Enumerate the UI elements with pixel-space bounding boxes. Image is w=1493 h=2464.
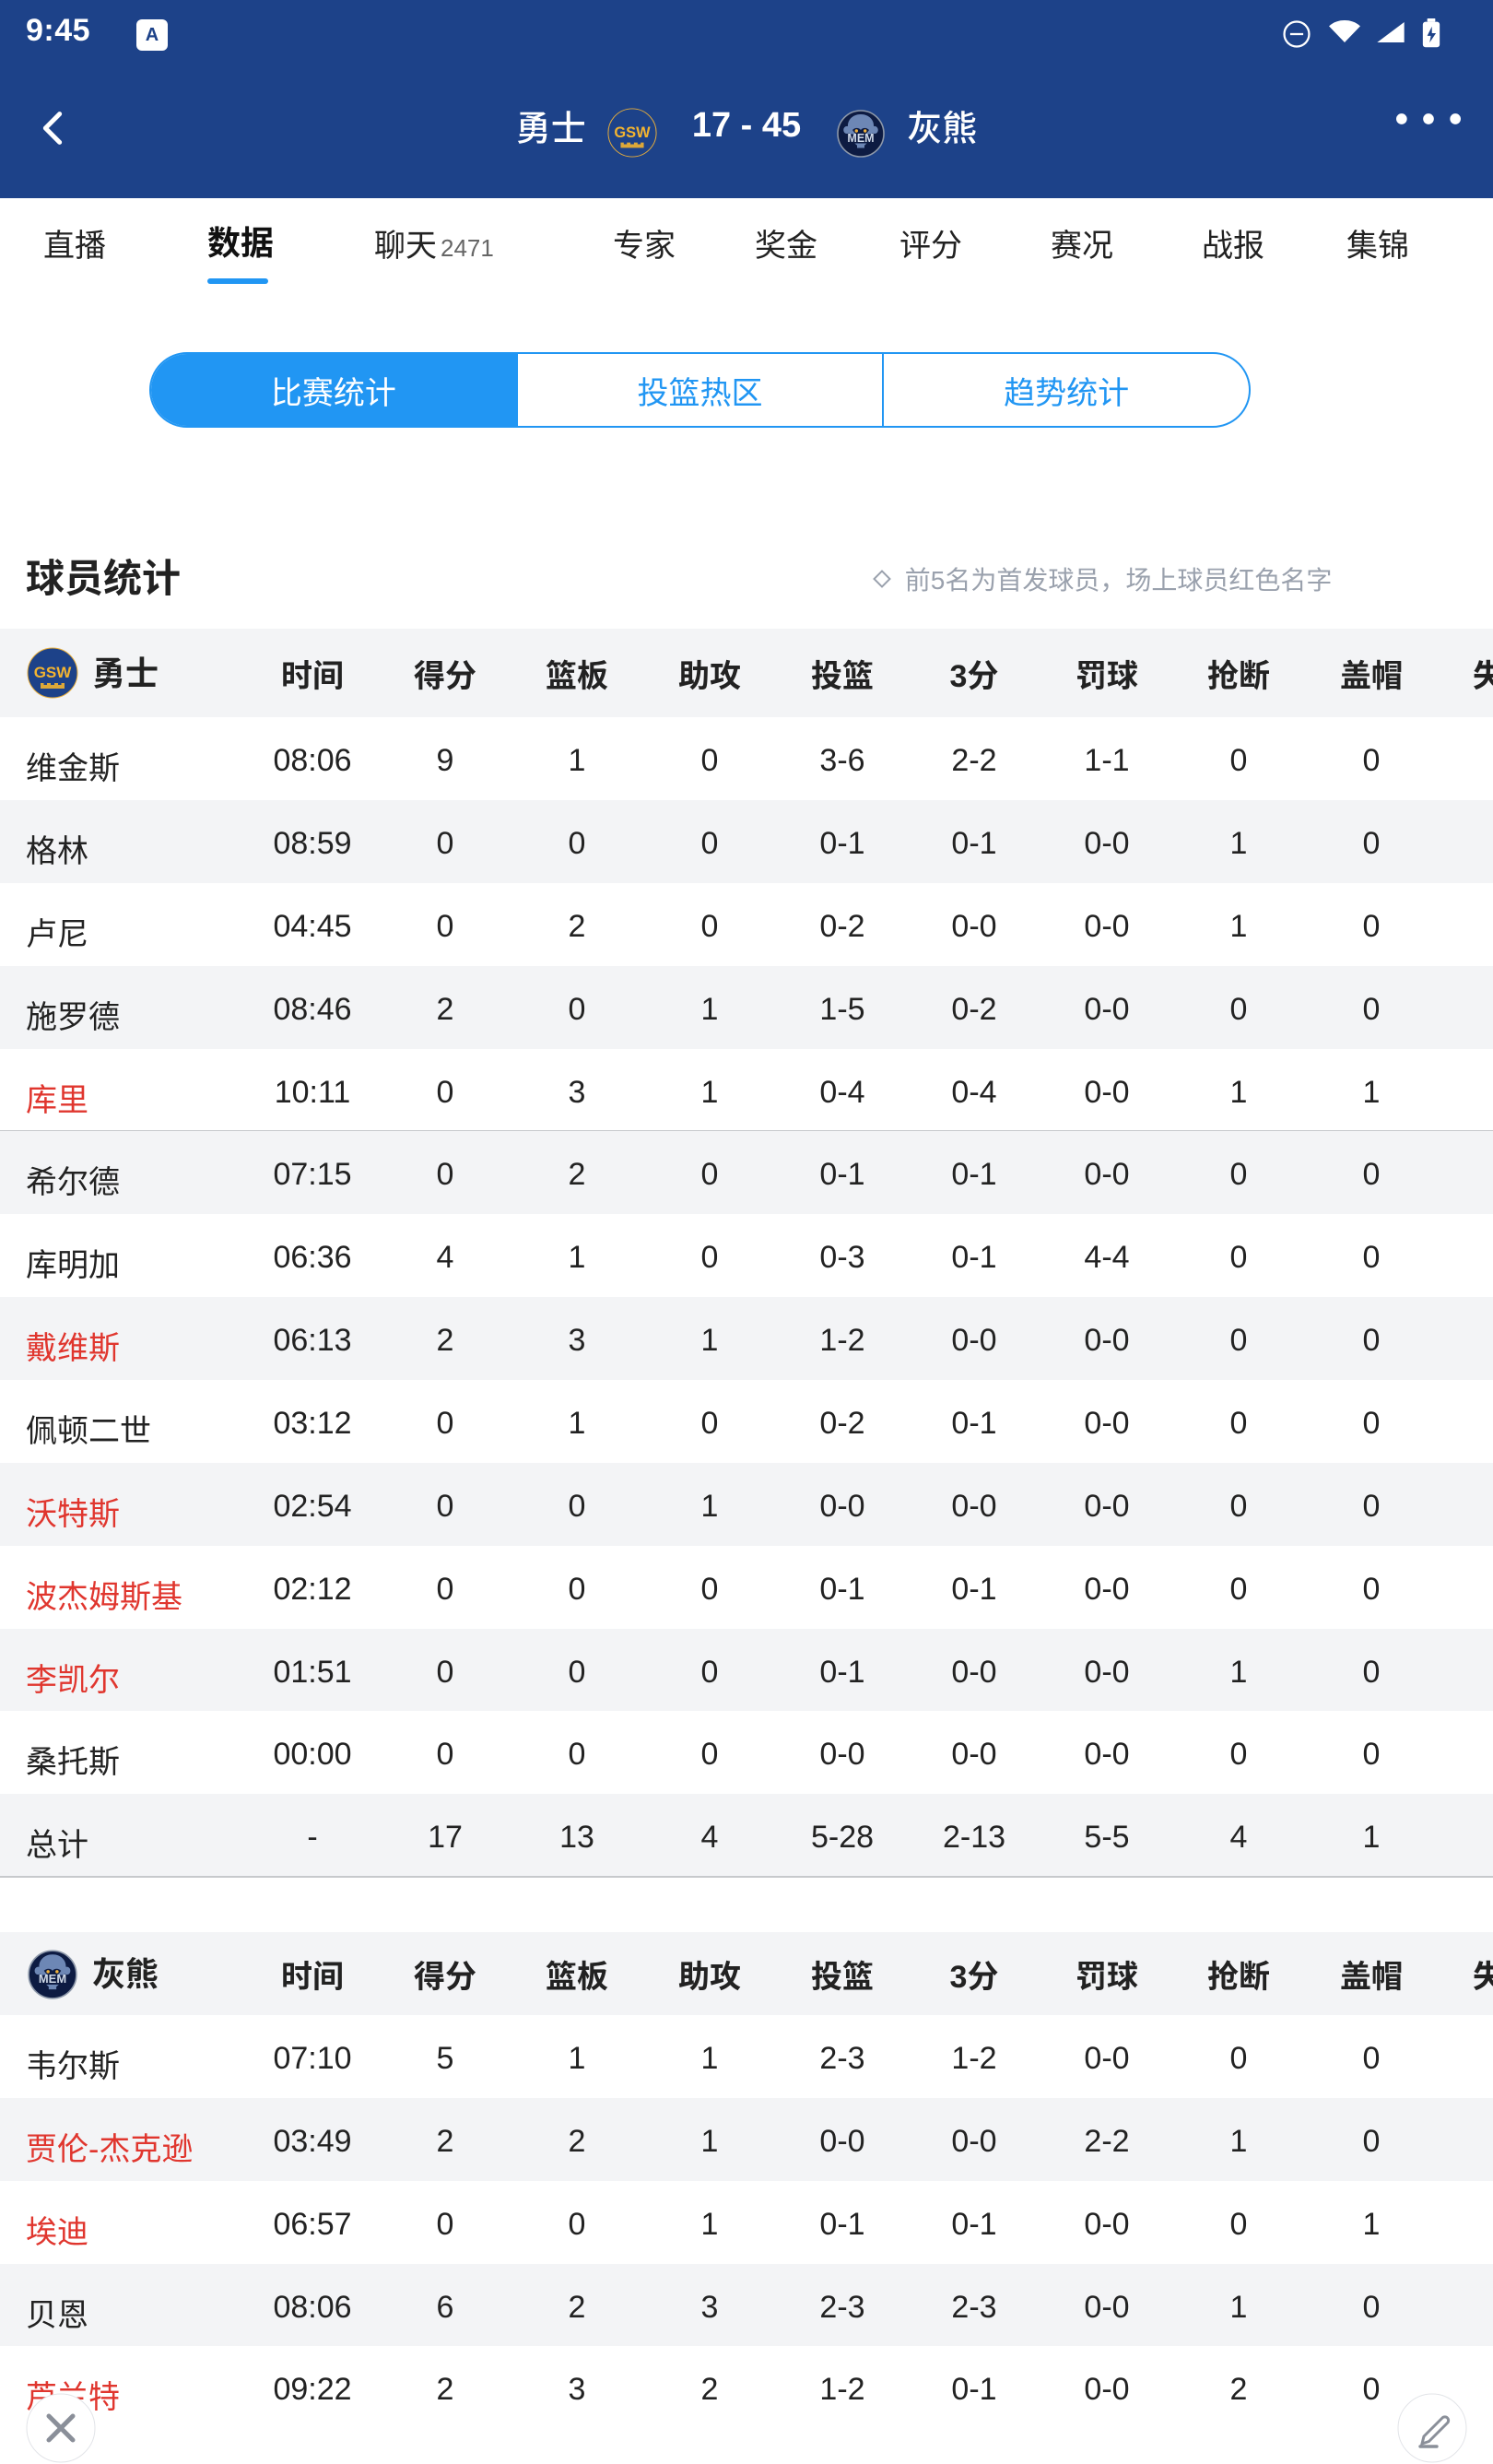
svg-text:MEM: MEM — [847, 132, 874, 145]
svg-text:GSW: GSW — [34, 664, 73, 681]
svg-text:GSW: GSW — [615, 124, 652, 141]
svg-text:MEM: MEM — [39, 1972, 66, 1986]
